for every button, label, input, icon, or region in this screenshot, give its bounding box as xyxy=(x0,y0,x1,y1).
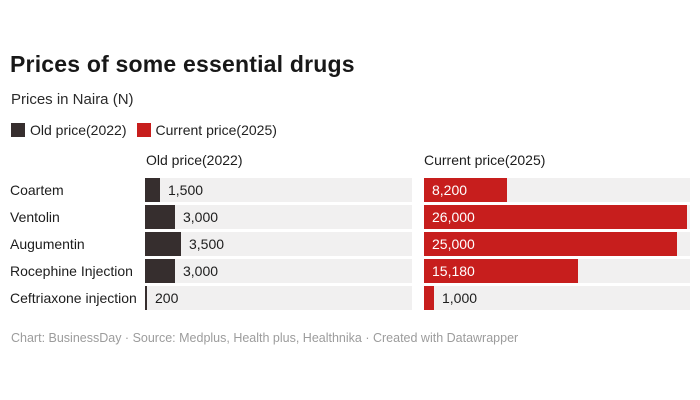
value-label: 8,200 xyxy=(432,182,468,198)
current-price-bar xyxy=(424,205,687,229)
current-price-swatch-icon xyxy=(136,123,151,137)
old-price-track: 3,000 xyxy=(145,259,412,283)
row-label: Ceftriaxone injection xyxy=(10,290,137,306)
current-price-bar xyxy=(424,178,507,202)
value-label: 3,500 xyxy=(189,236,225,252)
chart-row: Coartem 1,500 8,200 xyxy=(0,178,700,202)
current-price-track: 8,200 xyxy=(424,178,690,202)
chart-row: Rocephine Injection 3,000 15,180 xyxy=(0,259,700,283)
row-label: Rocephine Injection xyxy=(10,263,133,279)
value-label: 200 xyxy=(155,290,179,306)
current-price-track: 25,000 xyxy=(424,232,690,256)
value-label: 25,000 xyxy=(432,236,475,252)
bar-chart-rows: Coartem 1,500 8,200 Ventolin 3,000 26,000 Augu… xyxy=(0,178,700,313)
chart-row: Augumentin 3,500 25,000 xyxy=(0,232,700,256)
legend-item-old-price: Old price(2022) xyxy=(11,122,127,138)
old-price-swatch-icon xyxy=(11,123,25,137)
chart-row: Ventolin 3,000 26,000 xyxy=(0,205,700,229)
old-price-bar xyxy=(145,259,175,283)
current-price-track: 26,000 xyxy=(424,205,690,229)
row-label: Ventolin xyxy=(10,209,60,225)
current-price-bar xyxy=(424,259,578,283)
old-price-track: 200 xyxy=(145,286,412,310)
old-price-bar xyxy=(145,205,175,229)
value-label: 26,000 xyxy=(432,209,475,225)
row-label: Augumentin xyxy=(10,236,85,252)
current-price-bar xyxy=(424,232,677,256)
chart-row: Ceftriaxone injection 200 1,000 xyxy=(0,286,700,310)
old-price-track: 3,500 xyxy=(145,232,412,256)
legend-label: Old price(2022) xyxy=(30,122,127,138)
legend-item-current-price: Current price(2025) xyxy=(136,122,277,138)
chart-footer-attribution: Chart: BusinessDay · Source: Medplus, He… xyxy=(11,331,519,345)
value-label: 1,500 xyxy=(168,182,204,198)
value-label: 15,180 xyxy=(432,263,475,279)
column-header-current-price: Current price(2025) xyxy=(424,152,546,168)
old-price-bar xyxy=(145,286,147,310)
chart-subtitle: Prices in Naira (N) xyxy=(11,91,134,108)
value-label: 1,000 xyxy=(442,290,478,306)
old-price-bar xyxy=(145,178,160,202)
value-label: 3,000 xyxy=(183,263,219,279)
old-price-track: 3,000 xyxy=(145,205,412,229)
legend-label: Current price(2025) xyxy=(155,122,277,138)
old-price-track: 1,500 xyxy=(145,178,412,202)
current-price-bar xyxy=(424,286,434,310)
old-price-bar xyxy=(145,232,181,256)
column-header-old-price: Old price(2022) xyxy=(146,152,243,168)
value-label: 3,000 xyxy=(183,209,219,225)
row-label: Coartem xyxy=(10,182,64,198)
chart-title: Prices of some essential drugs xyxy=(10,51,355,77)
current-price-track: 15,180 xyxy=(424,259,690,283)
current-price-track: 1,000 xyxy=(424,286,690,310)
legend: Old price(2022) Current price(2025) xyxy=(11,122,287,138)
